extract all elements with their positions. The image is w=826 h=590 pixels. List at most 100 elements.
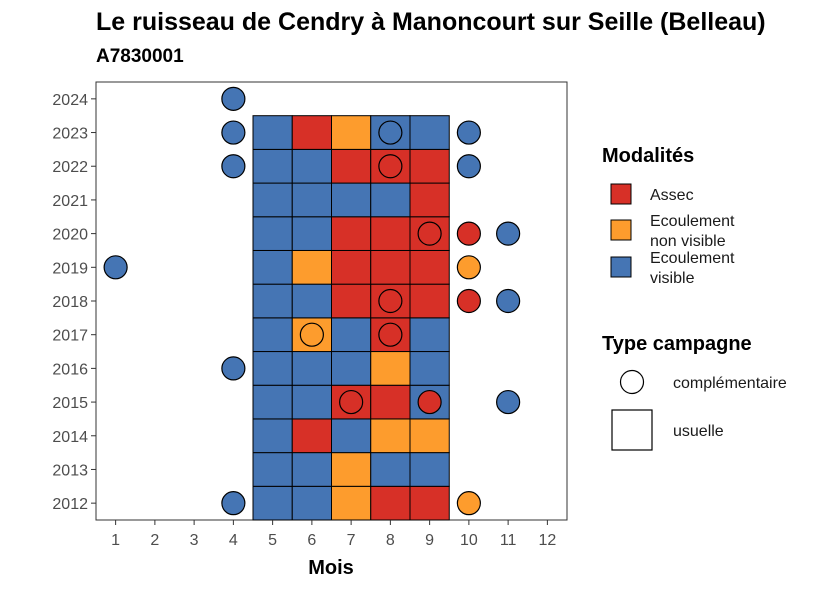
usuelle-cells: [252, 115, 450, 521]
point-complementaire: [456, 288, 481, 314]
point-complementaire: [378, 288, 403, 314]
legend-label: Ecoulement: [650, 213, 735, 230]
cell-usuelle: [291, 216, 332, 251]
cell-usuelle: [331, 115, 372, 150]
point-complementaire: [299, 322, 324, 347]
axes: 2012 2013 2014 2015 2016 2017 2018 2019 2020 2021…: [52, 92, 556, 549]
cell-usuelle: [252, 485, 293, 521]
x-tick-label: 3: [190, 532, 199, 549]
cell-usuelle: [291, 283, 332, 319]
point-complementaire: [221, 86, 246, 111]
y-tick-label: 2022: [52, 159, 88, 176]
cell-usuelle: [370, 182, 411, 218]
cell-usuelle: [252, 216, 293, 251]
cell-usuelle: [331, 351, 372, 386]
cell-usuelle: [291, 452, 332, 487]
legend-label: Assec: [650, 187, 694, 204]
cell-usuelle: [252, 452, 293, 487]
cell-usuelle: [291, 384, 332, 420]
cell-usuelle: [409, 418, 450, 454]
y-tick-label: 2015: [52, 395, 88, 412]
point-complementaire: [496, 389, 521, 415]
point-complementaire: [221, 120, 246, 145]
point-complementaire: [221, 154, 246, 179]
point-complementaire: [456, 221, 481, 246]
y-tick-label: 2023: [52, 126, 88, 143]
legend-label: complémentaire: [673, 375, 787, 392]
y-tick-label: 2016: [52, 361, 88, 378]
cell-usuelle: [291, 115, 332, 150]
cell-usuelle: [252, 351, 293, 386]
x-tick-label: 10: [460, 532, 478, 549]
point-complementaire: [456, 491, 481, 516]
point-complementaire: [378, 322, 403, 347]
y-tick-label: 2020: [52, 227, 88, 244]
x-tick-label: 11: [500, 532, 517, 549]
x-tick-label: 1: [111, 532, 120, 549]
legend-key: [610, 183, 632, 205]
point-complementaire: [456, 255, 481, 280]
cell-usuelle: [291, 182, 332, 218]
point-complementaire: [417, 221, 442, 246]
cell-usuelle: [409, 249, 450, 285]
cell-usuelle: [409, 283, 450, 319]
cell-usuelle: [291, 351, 332, 386]
cell-usuelle: [409, 351, 450, 386]
x-tick-label: 7: [347, 532, 356, 549]
cell-usuelle: [252, 283, 293, 319]
x-axis-title: Mois: [308, 557, 354, 579]
cell-usuelle: [331, 452, 372, 487]
x-tick-label: 8: [386, 532, 395, 549]
complementaire-points: [103, 86, 521, 516]
cell-usuelle: [409, 317, 450, 353]
point-complementaire: [339, 389, 364, 415]
cell-usuelle: [252, 249, 293, 285]
point-complementaire: [456, 120, 481, 145]
x-tick-label: 9: [425, 532, 434, 549]
legend-type-title: Type campagne: [602, 333, 752, 355]
y-tick-label: 2018: [52, 294, 88, 311]
legend-square-key: [611, 409, 653, 451]
legend-label: Ecoulement: [650, 250, 735, 267]
cell-usuelle: [331, 317, 372, 353]
x-tick-label: 4: [229, 532, 238, 549]
x-tick-label: 6: [307, 532, 316, 549]
cell-usuelle: [252, 115, 293, 150]
y-tick-label: 2019: [52, 260, 88, 277]
cell-usuelle: [331, 418, 372, 454]
cell-usuelle: [370, 249, 411, 285]
cell-usuelle: [331, 148, 372, 184]
chart-title: Le ruisseau de Cendry à Manoncourt sur S…: [96, 8, 766, 36]
y-tick-label: 2013: [52, 462, 88, 479]
chart-subtitle: A7830001: [96, 46, 184, 67]
cell-usuelle: [370, 452, 411, 487]
cell-usuelle: [291, 485, 332, 521]
cell-usuelle: [331, 249, 372, 285]
cell-usuelle: [370, 418, 411, 454]
cell-usuelle: [370, 384, 411, 420]
legend-key: [610, 256, 632, 278]
legend-type-campagne: Type campagne complémentaire usuelle: [602, 333, 787, 451]
cell-usuelle: [370, 485, 411, 521]
cell-usuelle: [331, 182, 372, 218]
point-complementaire: [496, 288, 521, 314]
cell-usuelle: [252, 148, 293, 184]
point-complementaire: [417, 389, 442, 415]
legend-modalites-title: Modalités: [602, 145, 694, 167]
cell-usuelle: [370, 216, 411, 251]
cell-usuelle: [252, 317, 293, 353]
cell-usuelle: [409, 452, 450, 487]
cell-usuelle: [409, 485, 450, 521]
cell-usuelle: [331, 283, 372, 319]
cell-usuelle: [252, 418, 293, 454]
point-complementaire: [378, 154, 403, 179]
y-tick-label: 2017: [52, 328, 88, 345]
point-complementaire: [378, 120, 403, 145]
cell-usuelle: [409, 115, 450, 150]
cell-usuelle: [331, 216, 372, 251]
point-complementaire: [221, 491, 246, 516]
cell-usuelle: [252, 384, 293, 420]
cell-usuelle: [291, 249, 332, 285]
